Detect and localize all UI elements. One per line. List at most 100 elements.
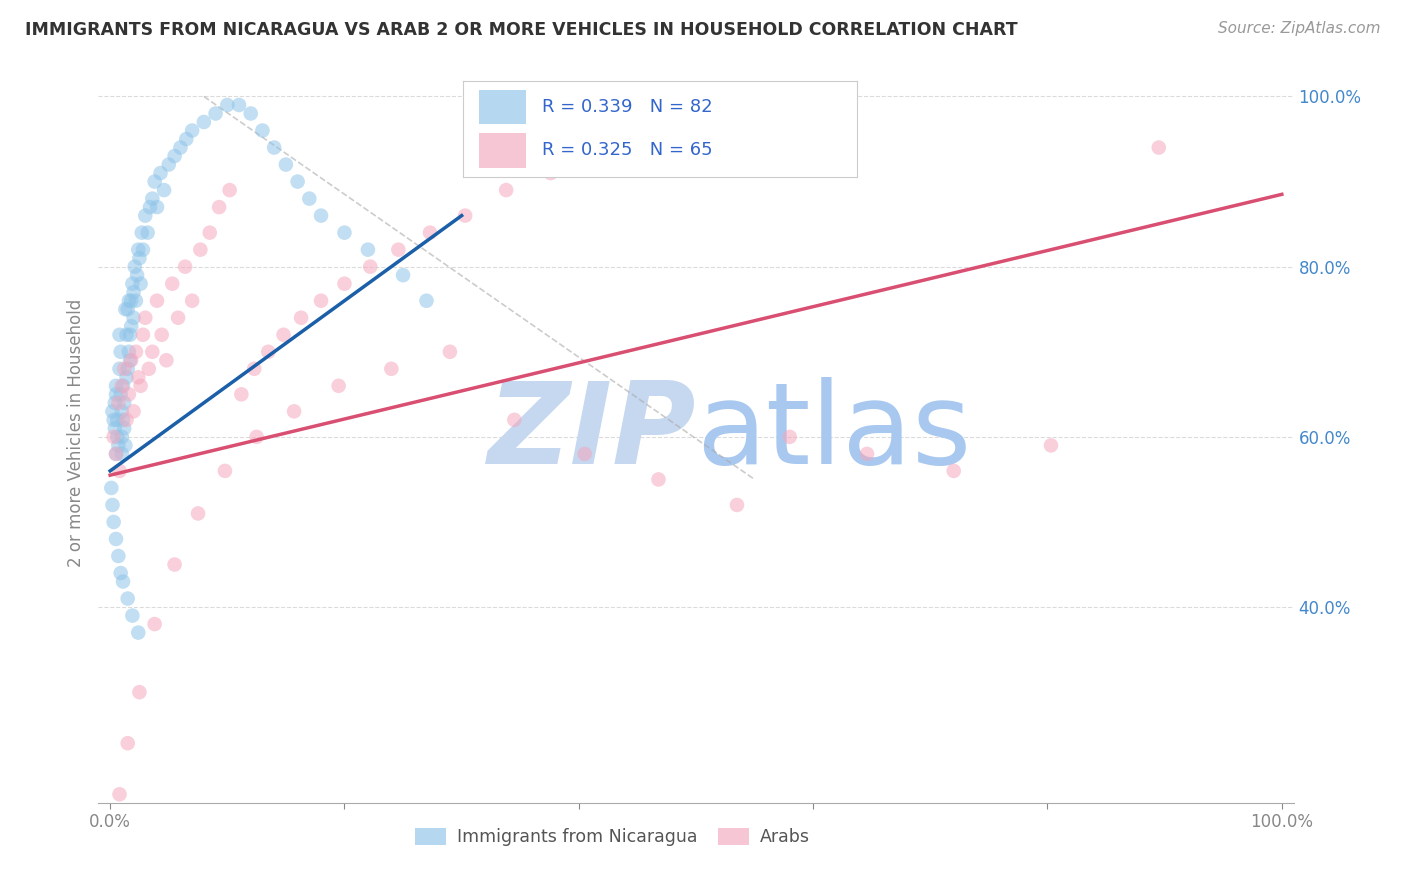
Point (359, 260, 381, 274)
Point (118, 387, 141, 401)
Point (169, 140, 191, 154)
Point (1040, 438, 1063, 452)
Point (104, 396, 127, 410)
Point (138, 361, 160, 376)
Point (187, 507, 209, 521)
Point (115, 327, 138, 342)
Point (198, 226, 221, 240)
Point (163, 558, 186, 572)
Point (146, 293, 169, 308)
Point (157, 157, 180, 171)
Point (153, 183, 176, 197)
Point (357, 243, 380, 257)
Point (114, 438, 136, 452)
Point (101, 498, 124, 512)
Point (111, 404, 134, 418)
Point (105, 413, 128, 427)
Point (127, 625, 149, 640)
Point (117, 736, 139, 750)
Point (333, 277, 356, 291)
Point (380, 361, 402, 376)
Point (103, 430, 125, 444)
Point (114, 302, 136, 317)
Point (141, 344, 163, 359)
Point (415, 293, 437, 308)
Point (214, 464, 236, 478)
Point (856, 447, 879, 461)
Point (129, 277, 152, 291)
Point (112, 421, 135, 435)
Point (647, 123, 669, 137)
Point (110, 387, 132, 401)
Text: atlas: atlas (696, 377, 972, 488)
Point (112, 379, 135, 393)
Point (128, 251, 150, 265)
Point (139, 200, 162, 214)
Point (134, 310, 156, 325)
Point (246, 430, 269, 444)
Point (129, 379, 152, 393)
Point (121, 277, 143, 291)
Point (115, 370, 138, 384)
Point (115, 413, 138, 427)
Point (141, 192, 163, 206)
Point (120, 353, 141, 368)
Point (309, 293, 332, 308)
Point (100, 481, 122, 495)
Point (392, 268, 415, 283)
Point (243, 361, 266, 376)
Point (228, 98, 250, 112)
Point (117, 302, 139, 317)
Point (136, 226, 159, 240)
Point (174, 260, 197, 274)
Point (591, 140, 613, 154)
Point (110, 566, 132, 580)
Point (298, 192, 321, 206)
Point (231, 387, 253, 401)
Point (647, 472, 669, 486)
Point (122, 310, 145, 325)
Point (122, 404, 145, 418)
Point (103, 515, 125, 529)
Point (181, 123, 204, 137)
Point (120, 319, 142, 334)
Point (132, 243, 155, 257)
Point (112, 574, 135, 589)
Point (105, 430, 128, 444)
Point (287, 175, 309, 189)
Point (143, 617, 166, 632)
Point (103, 413, 125, 427)
Point (111, 379, 134, 393)
Point (273, 327, 295, 342)
Point (125, 293, 148, 308)
Point (309, 209, 332, 223)
Point (120, 293, 142, 308)
Point (101, 404, 124, 418)
Point (252, 123, 274, 137)
Point (257, 344, 280, 359)
Point (387, 243, 409, 257)
Point (108, 464, 131, 478)
Point (134, 209, 156, 223)
Point (503, 413, 526, 427)
Point (112, 413, 135, 427)
Legend: Immigrants from Nicaragua, Arabs: Immigrants from Nicaragua, Arabs (408, 821, 817, 854)
Point (107, 549, 129, 563)
Point (105, 447, 128, 461)
Point (439, 344, 461, 359)
Point (181, 293, 204, 308)
Point (163, 149, 186, 163)
Point (118, 293, 141, 308)
Text: ZIP: ZIP (488, 377, 696, 488)
Point (111, 430, 134, 444)
Point (193, 115, 215, 129)
Point (942, 464, 965, 478)
Point (120, 327, 141, 342)
Point (108, 787, 131, 801)
Point (328, 379, 350, 393)
Point (779, 430, 801, 444)
Point (105, 447, 128, 461)
Point (132, 327, 155, 342)
Point (108, 361, 131, 376)
Point (167, 310, 190, 325)
